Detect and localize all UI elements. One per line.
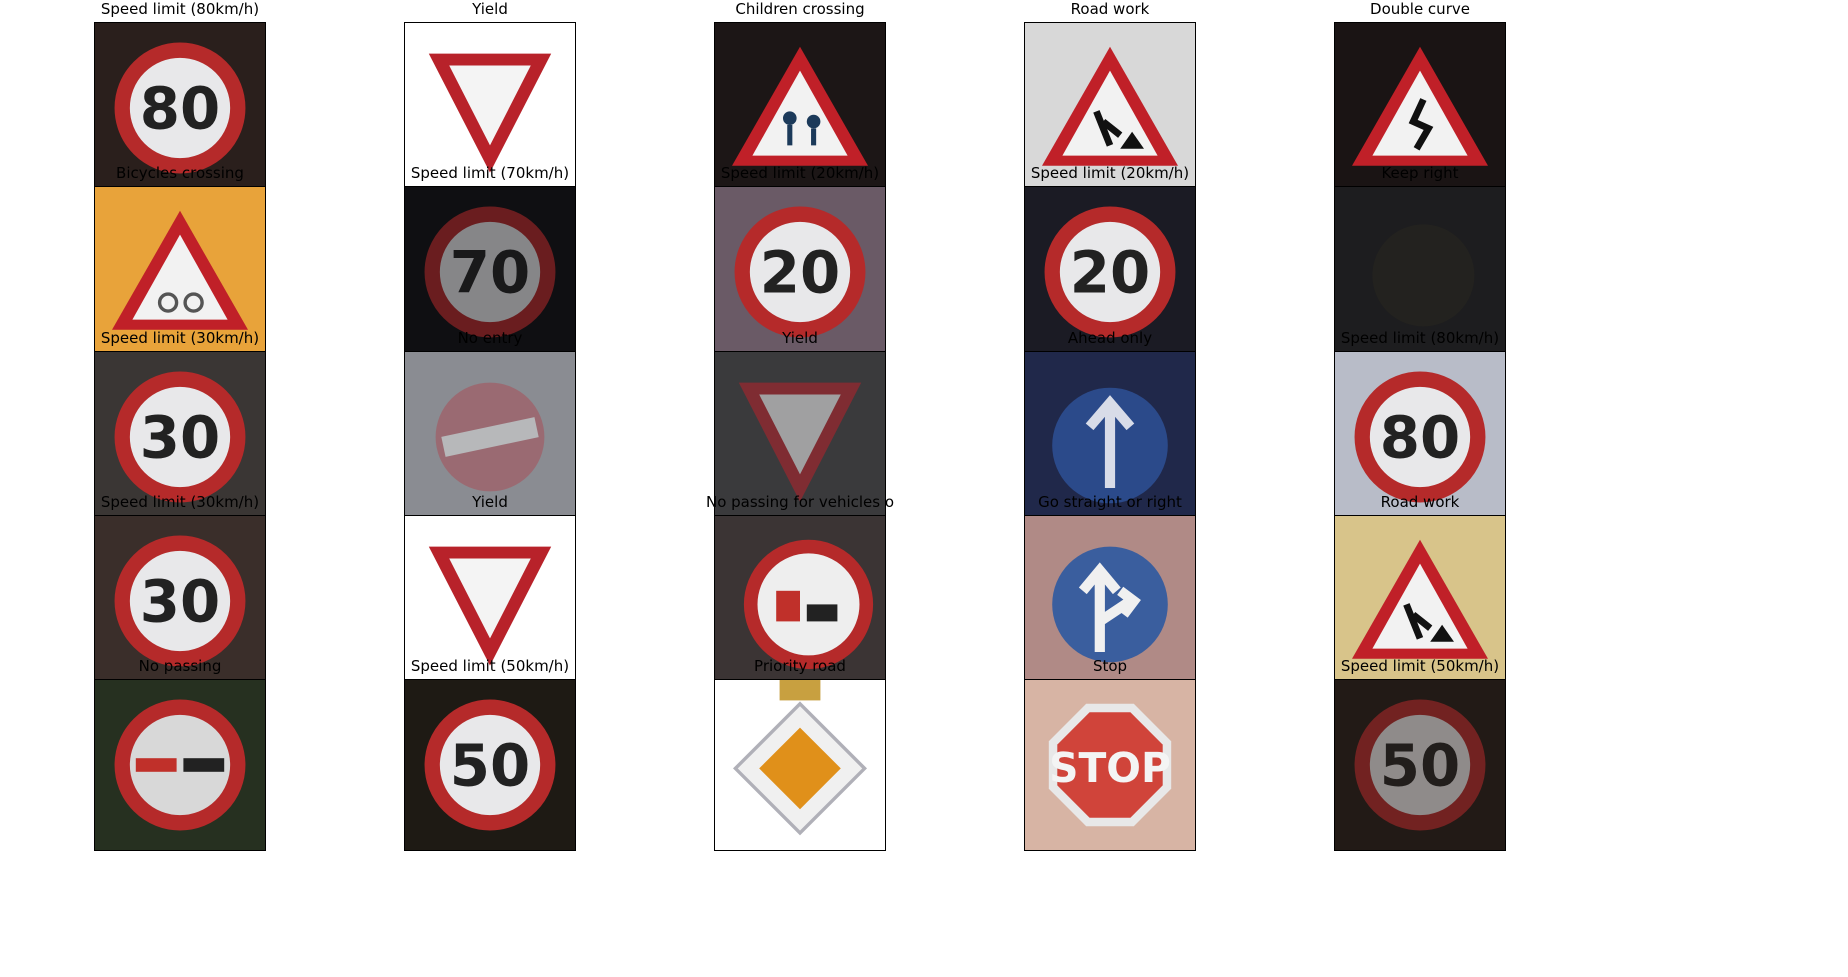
cell-title: No entry (457, 329, 523, 347)
cell-title: Yield (472, 493, 508, 511)
cell-title: Speed limit (20km/h) (720, 164, 880, 182)
traffic-sign-graphic (405, 23, 575, 193)
traffic-sign-graphic (1025, 23, 1195, 193)
traffic-sign-graphic: 80 (1335, 352, 1505, 522)
cell-title: Yield (782, 329, 818, 347)
svg-text:30: 30 (140, 403, 220, 471)
svg-text:70: 70 (450, 238, 530, 306)
traffic-sign-graphic (95, 187, 265, 357)
sign-image: 80 (94, 22, 266, 194)
cell-title: Bicycles crossing (116, 164, 244, 182)
svg-text:80: 80 (1380, 403, 1460, 471)
svg-text:20: 20 (760, 238, 840, 306)
traffic-sign-graphic: 70 (405, 187, 575, 357)
cell-title: Road work (1070, 0, 1150, 18)
sign-image (714, 679, 886, 851)
cell-title: Stop (1092, 657, 1128, 675)
sign-image: 30 (94, 515, 266, 687)
traffic-sign-graphic: 20 (1025, 187, 1195, 357)
traffic-sign-graphic: 30 (95, 516, 265, 686)
cell-title: Children crossing (735, 0, 865, 18)
traffic-sign-graphic: 50 (405, 680, 575, 850)
cell-title: Speed limit (80km/h) (1340, 329, 1500, 347)
cell-title: Speed limit (30km/h) (100, 329, 260, 347)
sign-image: 70 (404, 186, 576, 358)
cell-title: Road work (1380, 493, 1460, 511)
traffic-sign-graphic: 80 (95, 23, 265, 193)
cell-title: Speed limit (20km/h) (1030, 164, 1190, 182)
cell-title: Go straight or right (1038, 493, 1182, 511)
traffic-sign-graphic: STOP (1025, 680, 1195, 850)
traffic-sign-graphic (715, 516, 885, 686)
cell-title: Keep right (1381, 164, 1459, 182)
sign-image (404, 351, 576, 523)
traffic-sign-graphic (1335, 23, 1505, 193)
traffic-sign-graphic (715, 352, 885, 522)
svg-text:30: 30 (140, 567, 220, 635)
traffic-sign-graphic (95, 680, 265, 850)
cell-title: Speed limit (50km/h) (1340, 657, 1500, 675)
sign-image: STOP (1024, 679, 1196, 851)
sign-image: 50 (1334, 679, 1506, 851)
traffic-sign-graphic (715, 680, 885, 850)
sign-image (714, 515, 886, 687)
svg-text:50: 50 (450, 731, 530, 799)
sign-image (1024, 351, 1196, 523)
traffic-sign-graphic: 50 (1335, 680, 1505, 850)
sign-image: 50 (404, 679, 576, 851)
cell-title: Speed limit (80km/h) (100, 0, 260, 18)
sign-image: 30 (94, 351, 266, 523)
traffic-sign-graphic: 30 (95, 352, 265, 522)
cell-title: Yield (472, 0, 508, 18)
sign-image (404, 515, 576, 687)
sign-image (404, 22, 576, 194)
traffic-sign-graphic (1335, 187, 1505, 357)
cell-title: Speed limit (30km/h) (100, 493, 260, 511)
sign-image (1334, 515, 1506, 687)
traffic-sign-graphic (1025, 516, 1195, 686)
traffic-sign-graphic: 20 (715, 187, 885, 357)
cell-title: No passing (138, 657, 222, 675)
sign-image: 20 (1024, 186, 1196, 358)
sign-image (1024, 22, 1196, 194)
cell-title: No passing for vehicles o (705, 493, 895, 511)
cell-title: Speed limit (70km/h) (410, 164, 570, 182)
cell-title: Priority road (754, 657, 846, 675)
svg-text:80: 80 (140, 74, 220, 142)
svg-text:20: 20 (1070, 238, 1150, 306)
sign-image (94, 186, 266, 358)
sign-image (714, 22, 886, 194)
svg-text:50: 50 (1380, 731, 1460, 799)
cell-title: Double curve (1370, 0, 1470, 18)
sign-image (714, 351, 886, 523)
traffic-sign-graphic (1335, 516, 1505, 686)
traffic-sign-graphic (405, 516, 575, 686)
sign-image (94, 679, 266, 851)
sign-image: 20 (714, 186, 886, 358)
traffic-sign-graphic (1025, 352, 1195, 522)
cell-title: Speed limit (50km/h) (410, 657, 570, 675)
sign-image (1334, 186, 1506, 358)
cell-title: Ahead only (1067, 329, 1153, 347)
traffic-sign-graphic (715, 23, 885, 193)
traffic-sign-graphic (405, 352, 575, 522)
sign-image (1024, 515, 1196, 687)
svg-text:STOP: STOP (1049, 744, 1171, 792)
